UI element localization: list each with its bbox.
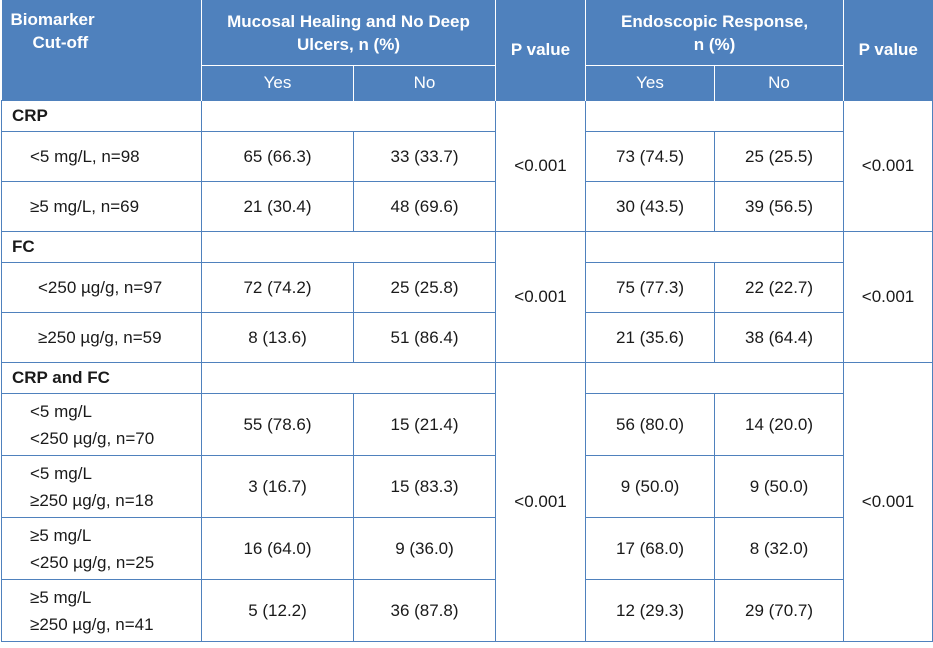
group-blank xyxy=(585,231,845,263)
row-label: <250 µg/g, n=97 xyxy=(1,262,202,313)
row-label: ≥5 mg/L ≥250 µg/g, n=41 xyxy=(1,579,202,642)
header-pvalue-2: P value xyxy=(843,0,933,101)
er-no-cell: 22 (22.7) xyxy=(714,262,845,313)
mh-no-cell: 15 (83.3) xyxy=(352,455,497,518)
header-er-yes: Yes xyxy=(585,65,716,101)
group-row-fc: FC <0.001 <0.001 xyxy=(1,231,933,363)
header-biomarker: Biomarker Cut-off xyxy=(1,0,202,101)
mh-no-cell: 36 (87.8) xyxy=(352,579,497,642)
mh-yes-cell: 16 (64.0) xyxy=(201,517,354,580)
mh-no-cell: 33 (33.7) xyxy=(352,131,497,182)
table-row: <5 mg/L ≥250 µg/g, n=18 3 (16.7) 15 (83.… xyxy=(1,455,933,518)
er-yes-cell: 75 (77.3) xyxy=(585,262,716,313)
er-no-cell: 29 (70.7) xyxy=(714,579,845,642)
mh-no-cell: 51 (86.4) xyxy=(352,312,497,363)
header-mh-no: No xyxy=(353,65,497,101)
table-row: <250 µg/g, n=97 72 (74.2) 25 (25.8) 75 (… xyxy=(1,262,933,313)
group-blank xyxy=(585,362,845,394)
header-biomarker-line1: Biomarker xyxy=(10,10,95,29)
er-no-cell: 25 (25.5) xyxy=(714,131,845,182)
group-label-crp-fc: CRP and FC xyxy=(1,362,202,394)
row-label: <5 mg/L <250 µg/g, n=70 xyxy=(1,393,202,456)
er-no-cell: 14 (20.0) xyxy=(714,393,845,456)
group-label-fc: FC xyxy=(1,231,202,263)
row-label-line1: <5 mg/L xyxy=(30,401,92,421)
p-value-cell: <0.001 xyxy=(495,100,587,232)
table-row: ≥250 µg/g, n=59 8 (13.6) 51 (86.4) 21 (3… xyxy=(1,312,933,363)
table-row: ≥5 mg/L <250 µg/g, n=25 16 (64.0) 9 (36.… xyxy=(1,517,933,580)
mh-yes-cell: 65 (66.3) xyxy=(201,131,354,182)
header-mucosal-healing: Mucosal Healing and No Deep Ulcers, n (%… xyxy=(201,0,497,66)
header-mh-line2: Ulcers, n (%) xyxy=(297,34,400,54)
row-label-line1: ≥5 mg/L xyxy=(30,587,92,607)
row-label-line2: <250 µg/g, n=25 xyxy=(30,552,155,572)
mh-yes-cell: 8 (13.6) xyxy=(201,312,354,363)
group-blank xyxy=(200,362,497,394)
header-biomarker-line2: Cut-off xyxy=(32,33,89,52)
mh-no-cell: 15 (21.4) xyxy=(352,393,497,456)
mh-no-cell: 9 (36.0) xyxy=(352,517,497,580)
row-label-line2: ≥250 µg/g, n=41 xyxy=(30,614,154,634)
header-endoscopic-response: Endoscopic Response, n (%) xyxy=(585,0,845,66)
row-label: <5 mg/L ≥250 µg/g, n=18 xyxy=(1,455,202,518)
header-er-line2: n (%) xyxy=(693,34,736,54)
er-yes-cell: 9 (50.0) xyxy=(585,455,716,518)
mh-no-cell: 25 (25.8) xyxy=(352,262,497,313)
mh-no-cell: 48 (69.6) xyxy=(352,181,497,232)
header-mh-yes: Yes xyxy=(201,65,354,101)
group-blank xyxy=(200,231,497,263)
row-label-line2: ≥250 µg/g, n=18 xyxy=(30,490,154,510)
table-row: <5 mg/L, n=98 65 (66.3) 33 (33.7) 73 (74… xyxy=(1,131,933,182)
mh-yes-cell: 21 (30.4) xyxy=(201,181,354,232)
row-label-line2: <250 µg/g, n=70 xyxy=(30,428,155,448)
row-label-line1: ≥5 mg/L xyxy=(30,525,92,545)
er-yes-cell: 17 (68.0) xyxy=(585,517,716,580)
mh-yes-cell: 72 (74.2) xyxy=(201,262,354,313)
header-pvalue-1: P value xyxy=(495,0,587,101)
er-no-cell: 38 (64.4) xyxy=(714,312,845,363)
row-label: ≥5 mg/L <250 µg/g, n=25 xyxy=(1,517,202,580)
er-yes-cell: 21 (35.6) xyxy=(585,312,716,363)
p-value-cell: <0.001 xyxy=(843,231,933,363)
row-label: <5 mg/L, n=98 xyxy=(1,131,202,182)
mh-yes-cell: 5 (12.2) xyxy=(201,579,354,642)
mh-yes-cell: 3 (16.7) xyxy=(201,455,354,518)
group-blank xyxy=(585,100,845,132)
er-yes-cell: 56 (80.0) xyxy=(585,393,716,456)
group-label-crp: CRP xyxy=(1,100,202,132)
row-label-line1: <5 mg/L xyxy=(30,463,92,483)
p-value-cell: <0.001 xyxy=(843,362,933,642)
group-row-crp: CRP <0.001 <0.001 xyxy=(1,100,933,232)
table-row: ≥5 mg/L ≥250 µg/g, n=41 5 (12.2) 36 (87.… xyxy=(1,579,933,642)
group-row-crp-fc: CRP and FC <0.001 <0.001 xyxy=(1,362,933,642)
row-label: ≥250 µg/g, n=59 xyxy=(1,312,202,363)
header-er-no: No xyxy=(714,65,845,101)
er-yes-cell: 30 (43.5) xyxy=(585,181,716,232)
group-blank xyxy=(200,100,497,132)
er-no-cell: 9 (50.0) xyxy=(714,455,845,518)
header-mh-line1: Mucosal Healing and No Deep xyxy=(227,11,470,31)
p-value-cell: <0.001 xyxy=(495,231,587,363)
row-label: ≥5 mg/L, n=69 xyxy=(1,181,202,232)
p-value-cell: <0.001 xyxy=(843,100,933,232)
er-no-cell: 8 (32.0) xyxy=(714,517,845,580)
p-value-cell: <0.001 xyxy=(495,362,587,642)
er-yes-cell: 12 (29.3) xyxy=(585,579,716,642)
header-er-line1: Endoscopic Response, xyxy=(621,11,809,31)
table-row: <5 mg/L <250 µg/g, n=70 55 (78.6) 15 (21… xyxy=(1,393,933,456)
er-yes-cell: 73 (74.5) xyxy=(585,131,716,182)
mh-yes-cell: 55 (78.6) xyxy=(201,393,354,456)
table-row: ≥5 mg/L, n=69 21 (30.4) 48 (69.6) 30 (43… xyxy=(1,181,933,232)
er-no-cell: 39 (56.5) xyxy=(714,181,845,232)
